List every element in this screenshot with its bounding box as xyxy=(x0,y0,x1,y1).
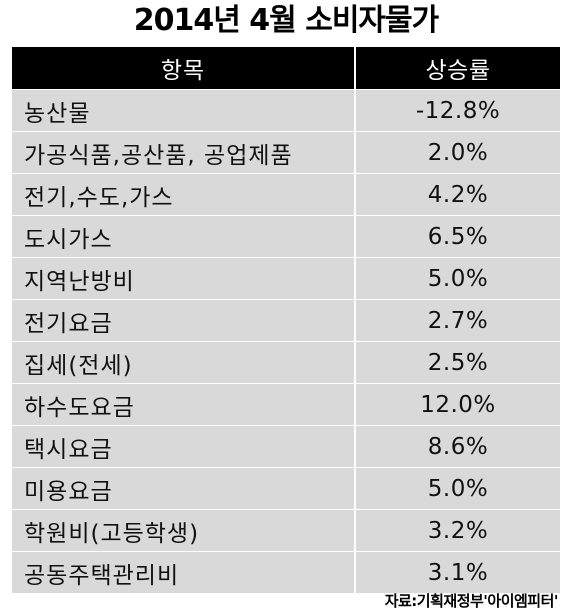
table-row: 가공식품,공산품, 공업제품 2.0% xyxy=(12,131,560,173)
row-rate: 2.7% xyxy=(427,307,489,334)
row-rate: 4.2% xyxy=(427,181,489,208)
table-row: 학원비(고등학생) 3.2% xyxy=(12,509,560,551)
table-row: 도시가스 6.5% xyxy=(12,215,560,257)
table-row: 택시요금 8.6% xyxy=(12,425,560,467)
table-row: 미용요금 5.0% xyxy=(12,467,560,509)
row-rate: 2.5% xyxy=(427,349,489,376)
header-item: 항목 xyxy=(12,47,356,89)
table-row: 집세(전세) 2.5% xyxy=(12,341,560,383)
row-item: 지역난방비 xyxy=(12,258,356,299)
table-row: 전기,수도,가스 4.2% xyxy=(12,173,560,215)
row-item: 농산물 xyxy=(12,90,356,131)
source-note: 자료:기획재정부'아이엠피터' xyxy=(384,592,559,610)
table-row: 지역난방비 5.0% xyxy=(12,257,560,299)
row-rate: 8.6% xyxy=(427,433,489,460)
row-rate: 5.0% xyxy=(427,475,489,502)
row-item: 택시요금 xyxy=(12,426,356,467)
row-item: 전기,수도,가스 xyxy=(12,174,356,215)
table-row: 하수도요금 12.0% xyxy=(12,383,560,425)
table-row: 농산물 -12.8% xyxy=(12,89,560,131)
row-item: 공동주택관리비 xyxy=(12,552,356,593)
table-header: 항목 상승률 xyxy=(12,47,560,89)
row-rate: 3.2% xyxy=(427,517,489,544)
row-item: 하수도요금 xyxy=(12,384,356,425)
row-rate: 3.1% xyxy=(427,559,489,586)
row-rate: 5.0% xyxy=(427,265,489,292)
row-item: 도시가스 xyxy=(12,216,356,257)
row-item: 미용요금 xyxy=(12,468,356,509)
row-rate: 12.0% xyxy=(420,391,496,418)
row-item: 학원비(고등학생) xyxy=(12,510,356,551)
table-row: 공동주택관리비 3.1% xyxy=(12,551,560,593)
row-rate: -12.8% xyxy=(415,97,501,124)
row-rate: 6.5% xyxy=(427,223,489,250)
row-item: 전기요금 xyxy=(12,300,356,341)
page-title: 2014년 4월 소비자물가 xyxy=(133,3,439,38)
row-item: 집세(전세) xyxy=(12,342,356,383)
row-item: 가공식품,공산품, 공업제품 xyxy=(12,132,356,173)
table-row: 전기요금 2.7% xyxy=(12,299,560,341)
price-table: 항목 상승률 농산물 -12.8% 가공식품,공산품, 공업제품 2.0% 전기,수도,… xyxy=(12,47,560,593)
header-rate: 상승률 xyxy=(425,58,491,84)
row-rate: 2.0% xyxy=(427,139,489,166)
